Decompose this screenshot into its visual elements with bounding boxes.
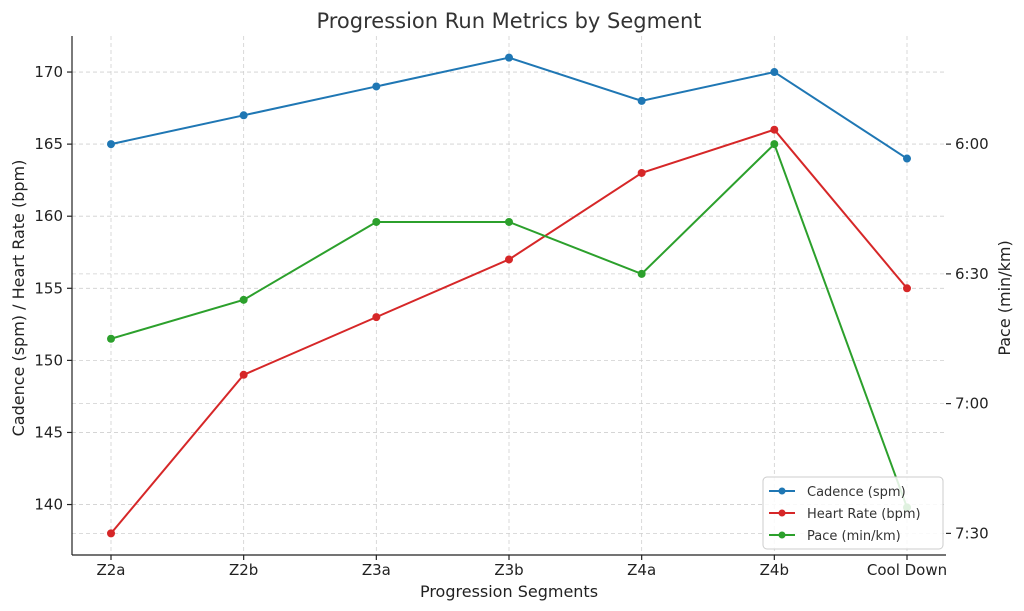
- legend-label: Pace (min/km): [807, 529, 901, 544]
- y-axis-left-label: Cadence (spm) / Heart Rate (bpm): [9, 160, 28, 437]
- x-tick-label: Z4b: [760, 561, 789, 579]
- y-left-tick-label: 155: [34, 279, 63, 297]
- series-point-0: [505, 53, 513, 62]
- series-point-2: [107, 334, 115, 343]
- y-right-tick-label: 6:00: [955, 135, 989, 153]
- series-point-1: [239, 370, 248, 379]
- y-right-tick-label: 7:30: [955, 524, 989, 542]
- y-left-tick-label: 140: [34, 496, 63, 514]
- legend: Cadence (spm) Heart Rate (bpm) Pace (min/k…: [762, 476, 944, 550]
- series-point-1: [770, 125, 779, 134]
- legend-marker: [778, 509, 786, 517]
- series-point-0: [372, 82, 381, 91]
- series-point-0: [239, 111, 248, 120]
- series-point-1: [107, 529, 115, 538]
- legend-marker: [778, 531, 786, 539]
- y-left-tick-label: 145: [34, 423, 63, 441]
- series-point-1: [372, 313, 381, 322]
- chart-title: Progression Run Metrics by Segment: [316, 9, 701, 33]
- series-point-2: [372, 217, 381, 226]
- legend-marker: [778, 487, 786, 495]
- y-left-tick-label: 165: [34, 135, 63, 153]
- y-left-tick-label: 150: [34, 351, 63, 369]
- series-point-0: [903, 154, 911, 163]
- x-tick-label: Z2b: [229, 561, 258, 579]
- x-axis-label: Progression Segments: [420, 582, 598, 601]
- legend-label: Heart Rate (bpm): [807, 507, 921, 522]
- y-axis-right-label: Pace (min/km): [995, 240, 1014, 355]
- series-point-1: [505, 255, 513, 264]
- x-tick-label: Z3b: [494, 561, 523, 579]
- series-point-2: [505, 217, 513, 226]
- series-point-2: [239, 295, 248, 304]
- legend-box: [762, 476, 944, 550]
- series: [107, 53, 911, 538]
- x-tick-label: Z4a: [627, 561, 656, 579]
- series-point-1: [903, 284, 911, 293]
- series-point-2: [637, 269, 646, 278]
- series-point-0: [107, 140, 115, 149]
- y-right-tick-label: 7:00: [955, 395, 989, 413]
- y-left-tick-label: 170: [34, 63, 63, 81]
- y-left-tick-label: 160: [34, 207, 63, 225]
- x-tick-label: Z2a: [96, 561, 125, 579]
- series-point-2: [770, 140, 779, 149]
- legend-label: Cadence (spm): [807, 485, 906, 500]
- x-tick-label: Z3a: [362, 561, 391, 579]
- series-point-0: [770, 68, 779, 77]
- y-right-tick-label: 6:30: [955, 265, 989, 283]
- series-point-1: [637, 168, 646, 177]
- x-tick-label: Cool Down: [867, 561, 947, 579]
- series-point-0: [637, 96, 646, 105]
- axes: Z2a Z2b Z3a Z3b Z4a Z4b Cool Down 140 145 150 155 1…: [34, 36, 989, 579]
